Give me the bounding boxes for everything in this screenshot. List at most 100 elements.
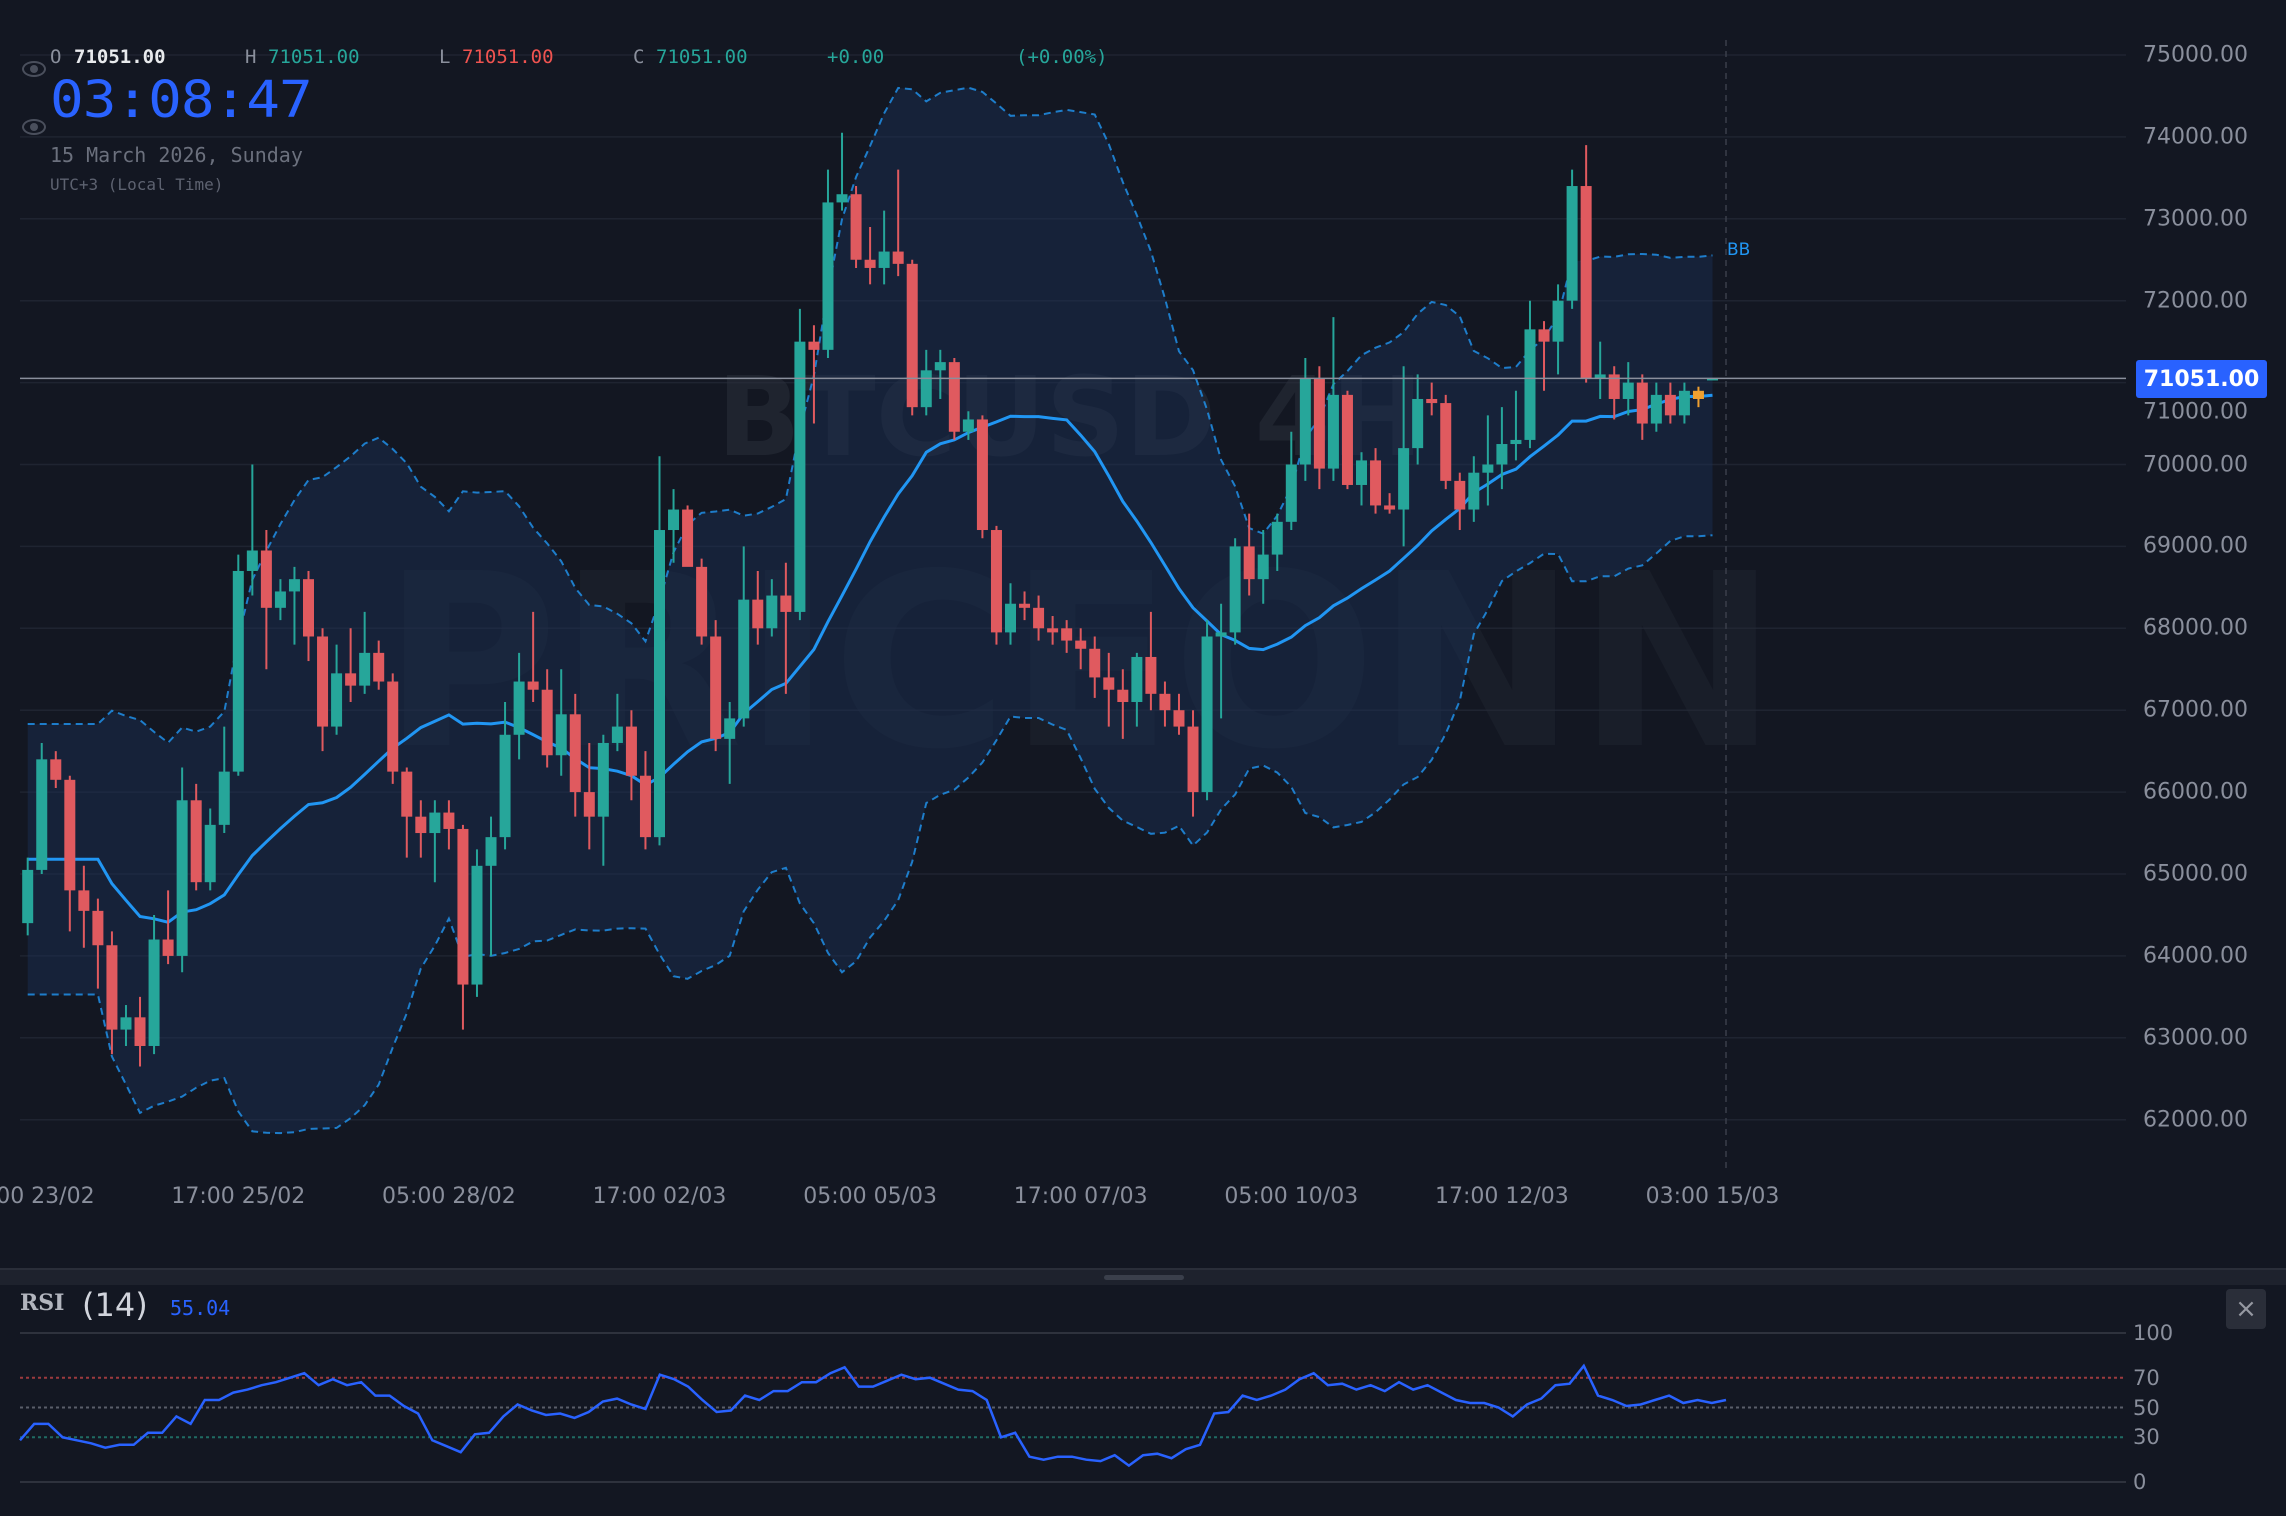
rsi-param: (14) — [82, 1286, 148, 1324]
candle-body — [471, 865, 483, 985]
candle-body — [541, 689, 553, 756]
bb-fill — [27, 87, 1713, 1134]
candle-body — [668, 509, 680, 531]
candle-body — [1159, 693, 1171, 711]
candle-body — [1201, 636, 1213, 793]
candle-body — [148, 939, 160, 1046]
candle-body — [1285, 464, 1297, 522]
candle-body — [457, 828, 469, 985]
candle-body — [1356, 460, 1367, 485]
candle-body — [836, 194, 848, 203]
candle-body — [752, 599, 764, 629]
candle-body — [1019, 603, 1031, 608]
candle-body — [1636, 382, 1648, 424]
rsi-tick: 100 — [2133, 1321, 2174, 1345]
time-tick: 17:00 07/03 — [1013, 1184, 1148, 1209]
candle-body — [1482, 464, 1494, 473]
bb-upper-line — [27, 86, 1713, 745]
candle-body — [429, 812, 441, 834]
price-tick: 65000.00 — [2143, 861, 2248, 887]
candle-body — [906, 263, 918, 408]
candle-body — [331, 673, 343, 727]
rsi-tick: 30 — [2133, 1425, 2160, 1450]
rsi-line — [19, 1363, 1727, 1468]
rsi-tick: 0 — [2133, 1470, 2147, 1494]
candle-body — [710, 636, 722, 739]
candle-body — [134, 1017, 146, 1046]
candle-body — [850, 194, 862, 260]
candle-body — [106, 945, 118, 1030]
change-value: +0.00 — [827, 46, 885, 68]
candle-body — [1412, 398, 1424, 449]
candle-body — [176, 800, 188, 956]
candle-body — [1580, 186, 1592, 379]
change-percent: (+0.00%) — [1016, 46, 1108, 68]
candle-body — [639, 775, 651, 838]
candle-body — [1384, 505, 1396, 510]
candle-body — [1524, 329, 1536, 440]
candle-body — [766, 595, 778, 629]
eye-icon[interactable] — [22, 61, 46, 77]
pane-separator[interactable] — [0, 1268, 2286, 1285]
price-tick: 62000.00 — [2143, 1107, 2248, 1133]
candle-body — [962, 419, 974, 432]
candle-body — [878, 251, 890, 268]
candle-body — [1650, 394, 1662, 424]
candle-body — [1327, 394, 1339, 469]
candle-body — [1566, 186, 1578, 301]
candle-body — [920, 370, 932, 408]
open-value: 71051.00 — [74, 46, 166, 68]
time-tick: 17:00 25/02 — [171, 1184, 306, 1209]
candle-body — [218, 771, 230, 825]
rsi-value: 55.04 — [170, 1296, 231, 1320]
candle-body — [274, 591, 286, 608]
candle-body — [1131, 656, 1143, 703]
candle-body — [1510, 439, 1522, 445]
bb-indicator-label[interactable]: BB — [1727, 240, 1751, 260]
bb-middle-line — [27, 393, 1713, 924]
price-tick: 63000.00 — [2143, 1025, 2248, 1051]
candle-body — [1678, 390, 1690, 416]
candle-body — [120, 1017, 132, 1030]
candle-body — [1398, 448, 1410, 510]
candle-body — [78, 890, 90, 911]
candle-body — [611, 726, 623, 743]
candle-body — [625, 726, 637, 776]
candle-body — [1299, 378, 1311, 465]
candle-body — [1075, 640, 1087, 649]
candle-body — [794, 341, 806, 612]
bb-lower-line — [27, 534, 1713, 1135]
price-tick: 71000.00 — [2143, 399, 2248, 425]
candle-body — [808, 341, 820, 350]
candle-body — [387, 681, 399, 772]
low-label: L — [439, 46, 451, 68]
candle-body — [1033, 607, 1045, 629]
time-tick: 05:00 28/02 — [381, 1184, 516, 1209]
close-value: 71051.00 — [656, 46, 748, 68]
price-tick: 66000.00 — [2143, 779, 2248, 805]
current-price-label: 71051.00 — [2136, 360, 2267, 398]
candle-body — [583, 792, 595, 817]
candle-body — [1594, 374, 1606, 379]
candle-body — [1173, 710, 1185, 727]
rsi-title: RSI — [20, 1290, 65, 1316]
candle-body — [597, 742, 609, 817]
candle-body — [1496, 444, 1508, 465]
close-icon[interactable]: × — [2226, 1289, 2266, 1329]
candle-body — [892, 251, 904, 264]
candle-body — [232, 570, 244, 772]
candle-body — [1538, 329, 1550, 342]
candle-body — [288, 579, 300, 592]
candle-body — [1215, 632, 1227, 637]
resize-handle[interactable] — [1104, 1275, 1184, 1280]
time-tick: 17:00 02/03 — [592, 1184, 727, 1209]
candle-body — [990, 530, 1002, 633]
candle-body — [1117, 689, 1129, 703]
eye-icon[interactable] — [22, 119, 46, 135]
open-label: O — [50, 46, 62, 68]
candle-body — [190, 800, 202, 883]
candle-body — [1271, 521, 1283, 555]
candle-body — [401, 771, 413, 817]
candle-body — [822, 202, 834, 350]
